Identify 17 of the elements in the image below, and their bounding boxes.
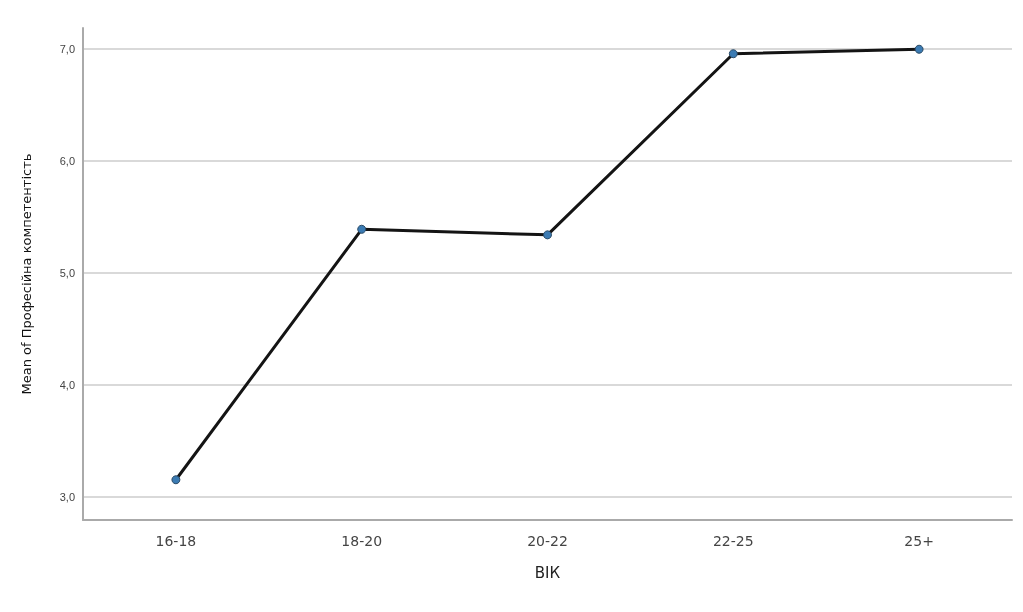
point	[914, 44, 924, 54]
x-tick-label: 16-18	[155, 533, 197, 549]
point	[171, 475, 181, 485]
y-tick-label: 4,0	[59, 378, 75, 391]
x-axis-title: ВІК	[534, 563, 561, 582]
y-tick-label: 5,0	[59, 266, 75, 279]
point	[357, 224, 367, 234]
y-tick-label: 3,0	[59, 490, 75, 503]
x-tick-label: 25+	[904, 533, 934, 549]
point	[543, 230, 552, 240]
point	[728, 49, 738, 59]
y-tick-label: 7,0	[59, 43, 75, 56]
y-axis-title: Mean of Професійна компетентість	[19, 153, 34, 395]
y-tick-label: 6,0	[59, 155, 75, 168]
x-tick-label: 22-25	[712, 533, 754, 549]
x-tick-label: 18-20	[341, 533, 383, 549]
x-tick-label: 20-22	[527, 533, 568, 549]
